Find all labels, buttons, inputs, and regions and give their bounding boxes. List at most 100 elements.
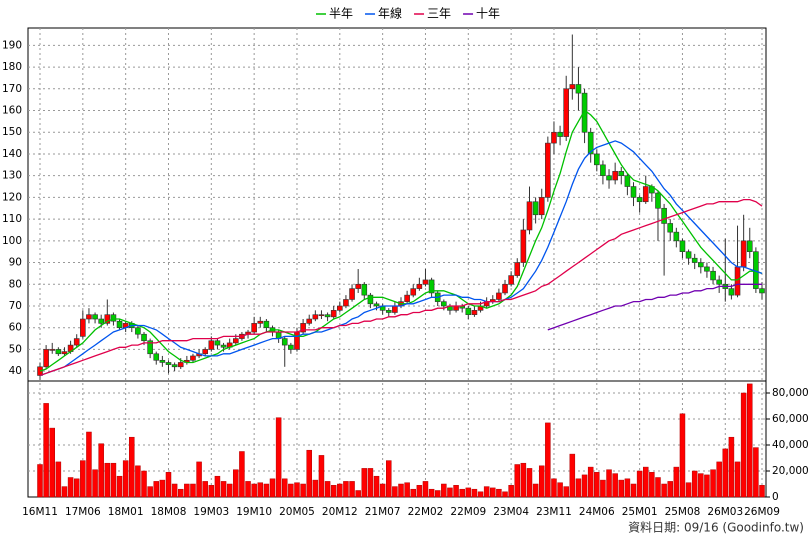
volume-bar bbox=[722, 448, 729, 498]
candle-body bbox=[116, 320, 123, 329]
candle-body bbox=[538, 197, 545, 216]
volume-bar bbox=[704, 474, 710, 498]
candle-body bbox=[636, 197, 643, 203]
x-tick-label: 16M11 bbox=[22, 506, 58, 518]
ma-line bbox=[39, 109, 763, 372]
volume-bar bbox=[141, 470, 147, 498]
x-tick-label: 21M07 bbox=[365, 506, 401, 518]
volume-bar bbox=[312, 479, 319, 498]
volume-bar bbox=[318, 455, 325, 498]
candle-body bbox=[330, 310, 337, 318]
ma-line bbox=[547, 283, 762, 331]
volume-bar bbox=[698, 473, 704, 498]
candle-body bbox=[618, 171, 625, 176]
volume-bar bbox=[379, 483, 386, 498]
candle-body bbox=[153, 353, 160, 361]
legend-label: 三年 bbox=[427, 7, 451, 21]
volume-bar bbox=[306, 449, 312, 498]
volume-bar bbox=[239, 451, 245, 498]
y-tick-label: 60 bbox=[9, 322, 22, 334]
candle-body bbox=[355, 283, 361, 289]
y2-tick-label: 60,000 bbox=[772, 413, 808, 425]
volume-bar bbox=[569, 453, 576, 498]
legend-label: 半年 bbox=[329, 7, 353, 21]
volume-bar bbox=[471, 488, 478, 498]
candle-body bbox=[337, 305, 343, 311]
y2-tick-label: 0 bbox=[772, 491, 779, 503]
candle-body bbox=[300, 323, 306, 333]
candle-body bbox=[165, 362, 172, 365]
candle-body bbox=[73, 338, 80, 346]
candle-body bbox=[159, 359, 166, 363]
y-tick-label: 100 bbox=[2, 235, 22, 247]
candle-body bbox=[698, 262, 704, 268]
volume-bar bbox=[734, 461, 741, 498]
volume-bar bbox=[551, 478, 557, 498]
candle-body bbox=[545, 142, 551, 198]
y-tick-label: 80 bbox=[9, 278, 22, 290]
candle-body bbox=[288, 344, 294, 350]
volume-bar bbox=[667, 481, 673, 498]
volume-bar bbox=[361, 468, 368, 498]
volume-bar bbox=[281, 478, 288, 498]
volume-bar bbox=[514, 464, 521, 498]
y2-tick-label: 80,000 bbox=[772, 387, 808, 399]
volume-bar bbox=[649, 472, 655, 498]
y2-tick-label: 40,000 bbox=[772, 439, 808, 451]
candle-body bbox=[177, 362, 184, 368]
candle-body bbox=[147, 340, 153, 355]
candle-body bbox=[141, 333, 147, 342]
volume-bar bbox=[465, 487, 472, 498]
candle-body bbox=[312, 314, 319, 320]
candle-body bbox=[263, 320, 270, 329]
candle-body bbox=[441, 301, 447, 307]
volume-bar bbox=[104, 462, 111, 498]
volume-bar bbox=[557, 482, 563, 498]
volume-bar bbox=[441, 483, 447, 498]
candle-body bbox=[190, 355, 196, 361]
ma-line bbox=[39, 198, 763, 377]
volume-bar bbox=[563, 486, 569, 498]
volume-bar bbox=[685, 482, 692, 498]
volume-bar bbox=[245, 481, 251, 498]
ma-line bbox=[39, 140, 763, 377]
volume-bar bbox=[337, 483, 343, 498]
candle-body bbox=[92, 314, 98, 320]
candle-body bbox=[691, 257, 698, 263]
candle-body bbox=[563, 88, 570, 137]
candle-body bbox=[759, 288, 765, 294]
volume-bar bbox=[728, 436, 735, 498]
candle-body bbox=[679, 240, 686, 252]
candle-body bbox=[98, 318, 104, 324]
volume-bar bbox=[661, 483, 667, 498]
candle-body bbox=[294, 331, 300, 350]
volume-bar bbox=[226, 483, 233, 498]
volume-bar bbox=[618, 479, 625, 498]
volume-bar bbox=[404, 482, 410, 498]
candle-body bbox=[630, 186, 637, 198]
volume-bar bbox=[300, 483, 306, 498]
candle-body bbox=[728, 288, 735, 296]
volume-bar bbox=[343, 481, 349, 498]
x-tick-label: 20M12 bbox=[322, 506, 358, 518]
x-tick-label: 23M04 bbox=[493, 506, 529, 518]
volume-bar bbox=[159, 479, 166, 498]
volume-bar bbox=[612, 473, 618, 498]
volume-bar bbox=[459, 488, 465, 498]
candle-body bbox=[410, 288, 417, 296]
candle-body bbox=[740, 240, 747, 268]
candle-body bbox=[86, 314, 92, 320]
x-tick-label: 22M02 bbox=[408, 506, 444, 518]
candle-body bbox=[385, 310, 392, 313]
candle-body bbox=[306, 318, 313, 324]
candle-body bbox=[171, 364, 178, 368]
candle-body bbox=[710, 270, 716, 281]
candle-body bbox=[496, 292, 502, 300]
volume-bar bbox=[428, 488, 435, 498]
volume-bar bbox=[190, 483, 196, 498]
volume-bar bbox=[208, 485, 215, 498]
candle-body bbox=[251, 323, 257, 333]
candle-body bbox=[471, 310, 478, 315]
x-tick-label: 26M03 bbox=[707, 506, 743, 518]
